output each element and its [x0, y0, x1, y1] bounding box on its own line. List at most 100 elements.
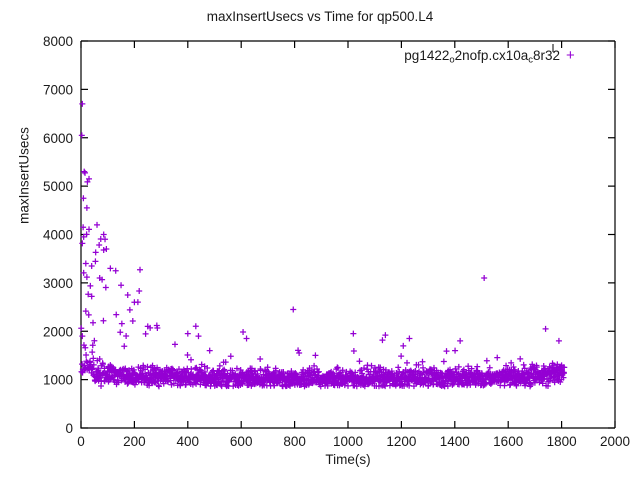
- data-point-marker: [177, 382, 184, 389]
- data-point-marker: [86, 226, 93, 233]
- data-point-marker: [100, 231, 107, 238]
- data-point-marker: [184, 330, 191, 337]
- data-point-marker: [201, 368, 208, 375]
- data-point-marker: [295, 347, 302, 354]
- data-point-marker: [118, 282, 125, 289]
- data-point-marker: [167, 377, 174, 384]
- data-point-marker: [353, 383, 360, 390]
- data-point-marker: [345, 382, 351, 389]
- data-point-marker: [236, 371, 243, 378]
- data-point-marker: [100, 317, 107, 324]
- x-tick-label: 800: [283, 434, 306, 449]
- x-tick-label: 200: [123, 434, 146, 449]
- data-point-marker: [89, 365, 96, 372]
- data-point-marker: [188, 356, 195, 363]
- data-point-marker: [123, 332, 130, 339]
- data-point-marker: [81, 168, 88, 175]
- data-point-marker: [527, 381, 534, 388]
- data-point-marker: [452, 365, 459, 372]
- data-point-marker: [96, 275, 103, 282]
- data-point-marker: [137, 266, 144, 273]
- data-point-marker: [494, 354, 501, 361]
- x-tick-label: 1000: [333, 434, 363, 449]
- data-point-marker: [350, 330, 357, 337]
- data-point-marker: [419, 358, 426, 365]
- data-point-marker: [188, 366, 195, 373]
- y-tick-label: 6000: [43, 131, 73, 146]
- x-tick-label: 600: [230, 434, 253, 449]
- data-point-marker: [443, 348, 450, 355]
- data-point-marker: [503, 362, 510, 369]
- data-point-marker: [561, 370, 568, 377]
- data-point-marker: [131, 299, 138, 306]
- data-point-marker: [406, 335, 413, 342]
- data-point-marker: [112, 267, 119, 274]
- data-point-marker: [404, 359, 411, 366]
- data-point-marker: [103, 246, 110, 253]
- data-point-marker: [102, 284, 109, 291]
- data-point-marker: [401, 383, 408, 390]
- data-point-marker: [449, 381, 456, 388]
- data-point-marker: [92, 258, 99, 265]
- data-point-marker: [555, 337, 562, 344]
- data-point-marker: [142, 330, 149, 337]
- data-point-marker: [88, 293, 95, 300]
- data-point-marker: [170, 366, 177, 373]
- data-point-marker: [164, 372, 171, 379]
- data-point-marker: [452, 347, 459, 354]
- data-point-marker: [457, 337, 464, 344]
- data-point-marker: [99, 361, 106, 368]
- data-point-marker: [101, 365, 108, 372]
- data-point-marker: [171, 341, 178, 348]
- data-point-marker: [80, 233, 87, 240]
- data-point-marker: [83, 351, 90, 358]
- data-point-marker: [510, 364, 517, 371]
- data-point-marker: [257, 355, 264, 362]
- data-point-marker: [95, 366, 102, 373]
- data-point-marker: [195, 333, 202, 340]
- data-point-marker: [361, 365, 368, 372]
- data-point-marker: [184, 352, 191, 359]
- data-point-marker: [546, 377, 553, 384]
- scatter-series-points: [78, 100, 568, 390]
- data-point-marker: [440, 358, 447, 365]
- x-axis-ticks: 0 200 400 600 800 1000 1200 1400 1600 1800 2000: [77, 41, 630, 449]
- data-point-marker: [312, 352, 319, 359]
- data-point-marker: [129, 318, 136, 325]
- data-point-marker: [377, 364, 384, 371]
- data-point-marker: [551, 379, 558, 386]
- data-point-marker: [415, 361, 422, 368]
- data-point-marker: [513, 382, 520, 389]
- data-point-marker: [324, 382, 331, 389]
- data-point-marker: [80, 269, 87, 276]
- data-point-marker: [121, 343, 128, 350]
- data-point-marker: [86, 175, 93, 182]
- data-point-marker: [79, 333, 86, 340]
- data-point-marker: [248, 365, 255, 372]
- data-point-marker: [154, 325, 161, 332]
- data-point-marker: [85, 291, 92, 298]
- data-point-marker: [222, 359, 229, 366]
- x-tick-label: 400: [177, 434, 200, 449]
- data-point-marker: [542, 325, 549, 332]
- x-tick-label: 1400: [440, 434, 470, 449]
- data-point-marker: [240, 328, 247, 335]
- data-point-marker: [288, 368, 295, 375]
- data-point-marker: [90, 361, 97, 368]
- data-point-marker: [117, 329, 124, 336]
- data-point-marker: [517, 355, 524, 362]
- data-point-marker: [89, 342, 96, 349]
- data-point-marker: [144, 323, 151, 330]
- legend-marker-sample: +: [566, 47, 575, 64]
- data-point-marker: [243, 335, 250, 342]
- data-point-marker: [481, 275, 488, 282]
- data-point-marker: [102, 236, 109, 243]
- data-point-marker: [379, 337, 386, 344]
- x-tick-label: 1600: [493, 434, 523, 449]
- y-tick-label: 8000: [43, 34, 73, 49]
- data-point-marker: [100, 246, 107, 253]
- y-tick-label: 5000: [43, 179, 73, 194]
- data-point-marker: [82, 169, 89, 176]
- data-point-marker: [395, 364, 402, 371]
- data-point-marker: [113, 311, 120, 318]
